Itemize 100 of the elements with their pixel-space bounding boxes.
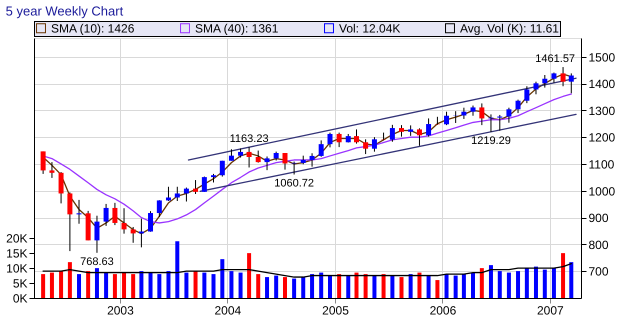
bar	[552, 268, 556, 298]
bar	[292, 278, 296, 298]
candlestick	[310, 152, 315, 168]
bar	[166, 271, 170, 298]
candlestick	[256, 150, 261, 164]
bar	[157, 274, 162, 298]
bar	[77, 274, 82, 298]
candlestick	[138, 218, 144, 248]
candlestick	[49, 162, 54, 178]
bar	[319, 272, 324, 298]
candlestick	[426, 118, 432, 138]
bar	[184, 272, 188, 298]
bar	[104, 272, 108, 298]
y-tick-label: 800	[588, 238, 609, 252]
y-tick-label: 900	[588, 211, 609, 226]
bar	[50, 272, 54, 298]
bar	[86, 271, 90, 298]
bar	[417, 272, 422, 298]
candlestick	[461, 107, 466, 120]
bar	[426, 276, 431, 298]
x-tick-label: 2007	[536, 304, 564, 318]
candlestick	[354, 128, 359, 144]
y-tick-label: 1400	[588, 77, 616, 92]
bar	[310, 274, 314, 298]
candlestick	[264, 156, 270, 171]
candlestick	[318, 140, 324, 158]
bar	[444, 274, 449, 298]
y2-tick-label: 5K	[12, 276, 28, 291]
candlestick	[238, 148, 244, 158]
candlestick	[542, 74, 548, 88]
candlestick	[282, 152, 288, 170]
candlestick	[193, 180, 198, 194]
y2-tick-label: 10K	[6, 262, 28, 276]
candlestick	[336, 132, 342, 148]
legend-label: Avg. Vol (K): 11.61	[460, 21, 560, 36]
bar	[569, 262, 574, 298]
candlestick	[184, 187, 189, 202]
bar	[122, 272, 126, 298]
bar	[94, 268, 99, 298]
candlestick	[434, 116, 440, 126]
bar	[59, 271, 64, 298]
legend-label: SMA (40): 1361	[195, 21, 279, 36]
x-tick-label: 2003	[107, 304, 134, 318]
bar	[488, 265, 493, 298]
bar	[282, 277, 287, 298]
bar	[408, 274, 413, 298]
candlestick	[166, 186, 171, 202]
candlestick	[399, 124, 404, 138]
candlestick	[416, 128, 422, 146]
bar	[68, 262, 72, 298]
y2-tick-label: 20K	[6, 232, 28, 246]
candlestick	[516, 99, 521, 114]
bar	[131, 274, 136, 298]
bar	[542, 270, 547, 298]
candlestick	[58, 172, 64, 204]
bar	[220, 259, 224, 298]
annotation: 1060.72	[274, 178, 314, 190]
bar	[516, 271, 520, 298]
candlestick	[568, 72, 574, 94]
bar	[454, 276, 458, 298]
candlestick	[104, 203, 109, 226]
x-tick-label: 2005	[322, 304, 350, 318]
bar	[175, 241, 180, 298]
candlestick	[174, 186, 180, 202]
bar	[354, 272, 358, 298]
candlestick	[76, 199, 82, 224]
bar	[382, 274, 386, 298]
bar	[202, 272, 206, 298]
candlestick	[202, 176, 207, 192]
bar	[364, 274, 368, 298]
bar	[462, 274, 466, 298]
candlestick	[220, 160, 225, 178]
candlestick	[533, 81, 538, 95]
bar	[561, 253, 566, 298]
annotation: 1461.57	[535, 53, 576, 66]
bar	[211, 274, 216, 298]
candlestick	[470, 105, 476, 116]
candlestick	[40, 150, 46, 174]
annotation: 768.63	[80, 256, 114, 268]
y-tick-label: 1500	[588, 50, 616, 64]
x-tick-label: 2004	[214, 304, 242, 318]
legend-label: Vol: 12.04K	[339, 21, 400, 36]
candlestick	[444, 111, 450, 126]
candlestick	[390, 124, 395, 142]
candlestick	[156, 200, 162, 218]
y-tick-label: 1200	[588, 130, 616, 145]
y-tick-label: 1100	[588, 157, 615, 172]
candlestick	[292, 161, 297, 176]
y2-tick-label: 0K	[12, 292, 28, 306]
legend-label: SMA (10): 1426	[51, 21, 135, 36]
candlestick	[524, 86, 530, 104]
y-tick-label: 700	[588, 264, 609, 279]
bar	[265, 277, 270, 298]
bar	[301, 277, 306, 298]
candlestick	[67, 192, 72, 252]
candlestick	[122, 208, 127, 234]
bar	[41, 274, 46, 298]
candlestick	[130, 226, 136, 244]
bar	[112, 274, 117, 298]
bar	[506, 272, 511, 298]
